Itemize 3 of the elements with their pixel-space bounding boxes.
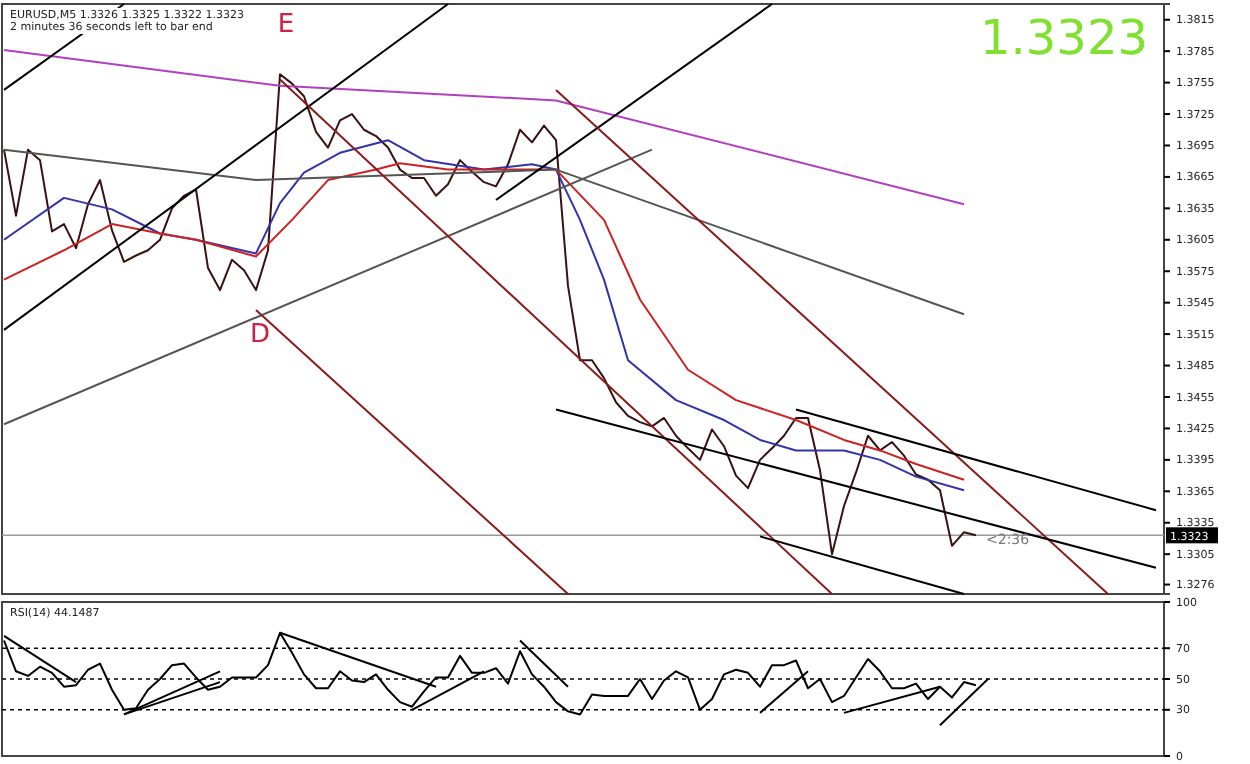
annotation: E <box>277 10 295 40</box>
annotation: 1.3323 <box>980 10 1148 66</box>
annotation: D <box>249 320 271 350</box>
